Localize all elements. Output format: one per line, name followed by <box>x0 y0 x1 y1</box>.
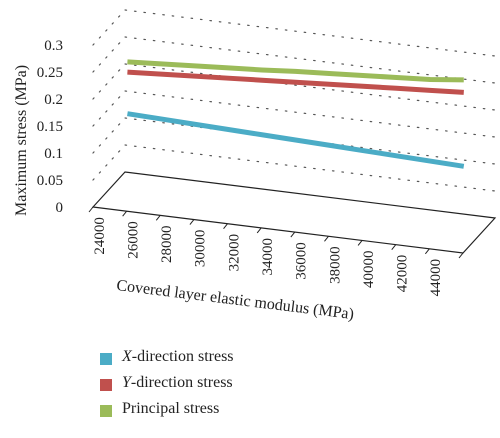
y-tick-label: 0.25 <box>37 65 63 81</box>
x-tick-label: 24000 <box>92 217 108 255</box>
x-axis-title: Covered layer elastic modulus (MPa) <box>116 277 355 323</box>
x-tick-label: 26000 <box>125 221 141 258</box>
x-tick-label: 40000 <box>361 251 377 289</box>
legend-label-x: X-direction stress <box>122 348 234 365</box>
y-axis-title: Maximum stress (MPa) <box>13 65 30 216</box>
x-tick-label: 28000 <box>159 225 175 262</box>
series-lines <box>127 59 465 169</box>
x-tick-label: 34000 <box>260 238 276 276</box>
floor-outline <box>91 171 497 254</box>
y-tick-label: 0.3 <box>44 38 63 54</box>
y-tick-label: 0.15 <box>37 119 63 135</box>
x-tick-label: 44000 <box>428 259 444 297</box>
legend-swatch-principal <box>100 405 112 417</box>
gridline <box>92 90 496 138</box>
x-tick-mark <box>391 244 397 250</box>
x-tick-mark <box>290 231 296 238</box>
x-tick-label: 30000 <box>193 230 209 267</box>
x-tick-mark <box>88 206 94 213</box>
x-tick-label: 38000 <box>327 246 343 284</box>
x-tick-label: 36000 <box>294 242 310 280</box>
legend-swatch-x <box>100 353 112 365</box>
x-tick-labels: 24000 26000 28000 30000 32000 34000 36000 38000… <box>92 217 444 296</box>
y-tick-label: 0.2 <box>44 92 63 108</box>
gridline <box>92 36 496 84</box>
legend-swatch-y <box>100 379 112 391</box>
legend-label-principal: Principal stress <box>122 400 220 417</box>
gridline <box>92 9 496 57</box>
grid-lines <box>92 9 496 192</box>
x-tick-mark <box>256 227 262 234</box>
y-tick-label: 0.05 <box>37 173 63 189</box>
gridline <box>92 117 496 165</box>
x-tick-mark <box>458 252 464 259</box>
x-tick-mark <box>424 248 430 255</box>
x-tick-mark <box>357 240 363 246</box>
chart-3d: 0 0.05 0.1 0.15 0.2 0.25 0.3 24000 26000 28000 30… <box>13 9 497 323</box>
x-tick-label: 42000 <box>395 255 411 293</box>
chart-floor-frame <box>88 171 497 259</box>
x-tick-mark <box>324 235 329 242</box>
legend-label-y: Y-direction stress <box>122 374 233 391</box>
x-tick-mark <box>155 215 161 221</box>
y-tick-label: 0.1 <box>44 146 63 162</box>
x-tick-mark <box>223 223 228 230</box>
x-tick-label: 32000 <box>226 234 242 271</box>
gridline <box>92 144 496 192</box>
gridline <box>92 63 496 111</box>
y-tick-labels: 0 0.05 0.1 0.15 0.2 0.25 0.3 <box>37 38 63 216</box>
y-tick-label: 0 <box>56 200 64 216</box>
x-tick-mark <box>122 210 128 217</box>
x-tick-mark <box>189 219 195 225</box>
